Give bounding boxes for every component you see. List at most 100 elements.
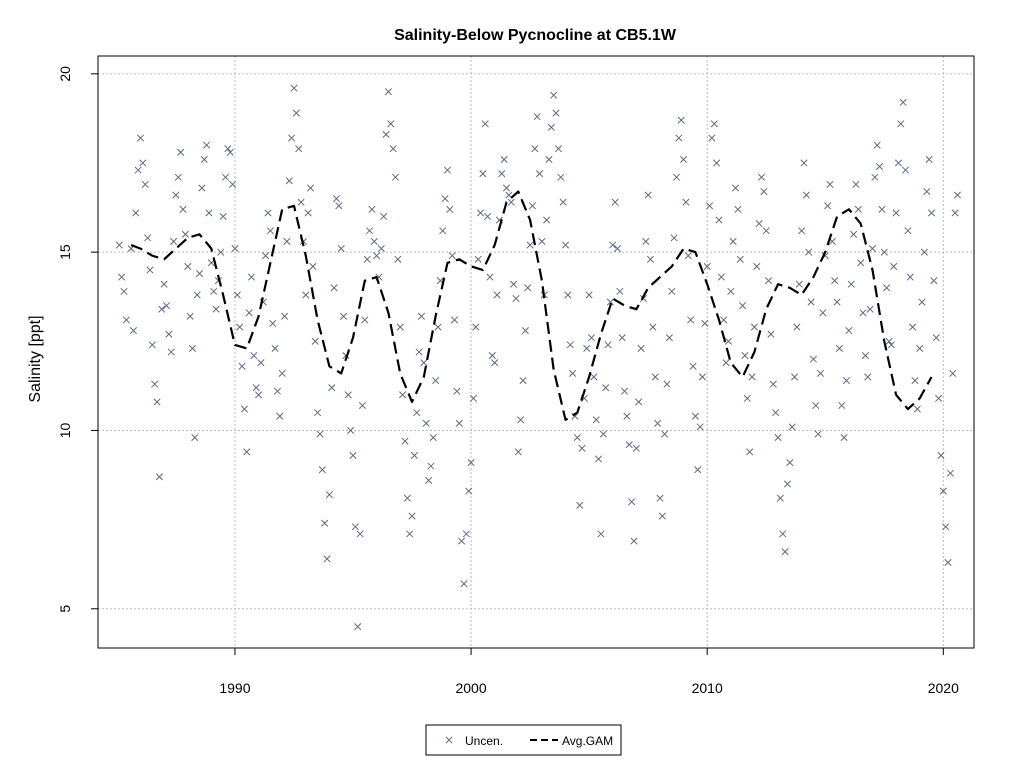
data-point: [479, 170, 487, 178]
x-tick-label: 2010: [692, 680, 723, 696]
data-point: [316, 430, 324, 438]
data-point: [573, 434, 581, 442]
data-point: [543, 216, 551, 224]
data-point: [786, 459, 794, 467]
data-point: [875, 163, 884, 171]
legend-uncen-x: [445, 736, 453, 744]
data-point: [620, 387, 629, 395]
data-point: [170, 237, 178, 245]
data-point: [115, 241, 123, 249]
data-point: [724, 337, 732, 345]
data-point: [217, 248, 225, 256]
data-point: [918, 298, 926, 306]
data-point: [469, 394, 477, 402]
data-point: [243, 448, 251, 456]
data-point: [160, 280, 168, 288]
data-point: [165, 330, 173, 338]
points-series: [115, 84, 962, 631]
data-point: [788, 423, 796, 431]
data-point: [944, 558, 952, 566]
data-point: [151, 380, 159, 388]
data-point: [842, 376, 851, 385]
data-point: [328, 384, 336, 392]
data-point: [937, 451, 945, 459]
data-point: [590, 373, 598, 381]
data-point: [309, 262, 317, 270]
data-point: [783, 480, 792, 488]
data-point: [835, 344, 843, 352]
data-point: [146, 266, 154, 274]
data-point: [637, 344, 645, 352]
data-point: [191, 434, 199, 442]
data-point: [901, 166, 910, 174]
data-point: [576, 501, 584, 509]
data-point: [507, 198, 515, 206]
data-point: [767, 330, 775, 338]
y-axis: 5 10 15 20: [57, 66, 98, 613]
data-point: [365, 227, 374, 235]
data-point: [363, 255, 371, 263]
data-point: [547, 123, 555, 131]
data-point: [840, 434, 848, 442]
data-point: [465, 487, 473, 495]
data-point: [514, 448, 522, 456]
data-point: [314, 409, 322, 417]
data-point: [361, 316, 369, 324]
data-point: [453, 387, 461, 395]
data-point: [597, 530, 605, 538]
data-point: [521, 327, 529, 335]
data-point: [354, 623, 362, 631]
data-point: [472, 323, 480, 331]
data-point: [708, 134, 716, 142]
data-point: [939, 487, 947, 495]
data-point: [883, 284, 891, 292]
data-point: [292, 109, 300, 117]
data-point: [498, 170, 506, 178]
data-point: [642, 237, 650, 245]
data-point: [264, 209, 272, 217]
data-point: [816, 369, 825, 377]
y-axis-label: Salinity [ppt]: [27, 315, 44, 402]
data-point: [675, 134, 683, 142]
data-point: [583, 344, 591, 352]
data-point: [512, 294, 520, 303]
data-point: [632, 444, 640, 452]
data-point: [330, 284, 338, 292]
data-point: [776, 494, 784, 502]
data-point: [233, 291, 241, 299]
data-point: [649, 323, 657, 331]
data-point: [557, 173, 565, 181]
data-point: [391, 173, 400, 181]
data-point: [410, 451, 418, 459]
data-point: [909, 323, 917, 331]
data-point: [533, 113, 541, 121]
data-point: [561, 241, 570, 249]
data-point: [132, 209, 140, 217]
data-point: [148, 341, 156, 349]
data-point: [247, 273, 256, 281]
data-point: [911, 376, 919, 385]
data-point: [606, 298, 614, 306]
x-tick-label: 2000: [455, 680, 486, 696]
data-point: [295, 145, 303, 153]
data-point: [450, 316, 459, 324]
data-point: [871, 173, 879, 181]
data-point: [448, 252, 456, 260]
data-point: [181, 230, 189, 238]
data-point: [564, 291, 572, 299]
data-point: [623, 412, 631, 420]
y-tick-label: 15: [57, 244, 73, 260]
data-point: [406, 530, 414, 538]
data-point: [942, 523, 950, 531]
data-point: [585, 291, 593, 299]
data-point: [484, 212, 492, 221]
data-point: [535, 170, 544, 178]
data-point: [616, 287, 624, 295]
data-point: [252, 384, 260, 392]
data-point: [396, 323, 404, 331]
data-point: [467, 459, 475, 467]
data-point: [210, 287, 218, 295]
data-point: [651, 373, 659, 381]
data-point: [703, 262, 711, 270]
data-point: [677, 116, 685, 124]
